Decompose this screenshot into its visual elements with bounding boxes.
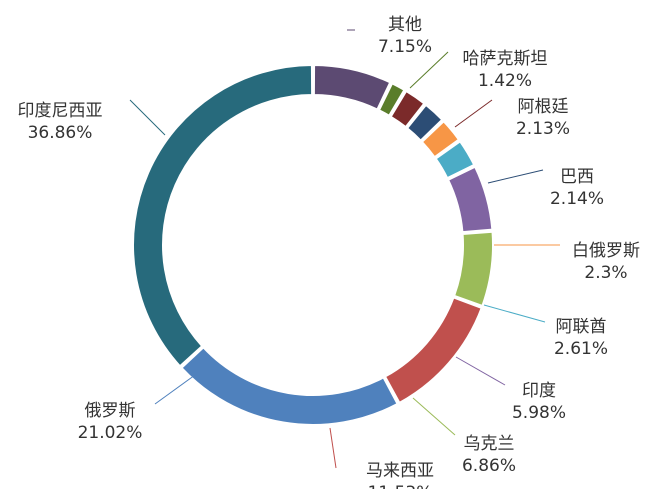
slice-value-label: 2.3% xyxy=(584,263,627,283)
slice-7[interactable] xyxy=(446,165,494,234)
leader-line xyxy=(154,374,196,405)
slice-value-label: 5.98% xyxy=(512,403,566,423)
slice-value-label: 2.14% xyxy=(550,189,604,209)
slice-label: 哈萨克斯坦 xyxy=(463,49,548,69)
slice-value-label: 21.02% xyxy=(78,423,143,443)
slice-11[interactable] xyxy=(132,63,314,368)
slice-label: 印度 xyxy=(522,381,556,401)
leader-line xyxy=(412,397,456,436)
slice-label: 白俄罗斯 xyxy=(572,241,640,261)
slice-9[interactable] xyxy=(383,296,483,405)
slice-label: 印度尼西亚 xyxy=(18,101,103,121)
leader-line xyxy=(454,99,493,128)
slices-group xyxy=(132,63,494,426)
slice-value-label: 1.42% xyxy=(478,71,532,91)
slice-value-label: 6.86% xyxy=(462,456,516,476)
slice-value-label: 2.61% xyxy=(554,339,608,359)
leader-line xyxy=(487,169,544,184)
slice-label: 阿根廷 xyxy=(518,97,569,117)
slice-value-label: 36.86% xyxy=(28,123,93,143)
slice-label: 其他 xyxy=(388,15,422,35)
leader-lines-group xyxy=(129,29,560,469)
slice-value-label: 7.15% xyxy=(378,37,432,57)
slice-10[interactable] xyxy=(180,345,399,426)
leader-line xyxy=(409,51,449,89)
slice-value-label: 11.53% xyxy=(368,483,433,489)
slice-5[interactable] xyxy=(420,119,461,159)
slice-3[interactable] xyxy=(389,89,426,129)
slice-label: 马来西亚 xyxy=(366,461,434,481)
leader-line xyxy=(483,304,546,323)
slice-1[interactable] xyxy=(312,63,392,111)
leader-line xyxy=(329,427,337,469)
slice-label: 巴西 xyxy=(560,167,594,187)
slice-6[interactable] xyxy=(434,139,476,180)
slice-label: 乌克兰 xyxy=(464,434,515,454)
leader-line xyxy=(129,99,166,136)
slice-label: 俄罗斯 xyxy=(85,401,136,421)
slice-2[interactable] xyxy=(377,81,406,118)
slice-8[interactable] xyxy=(452,230,494,308)
slice-4[interactable] xyxy=(405,103,444,142)
slice-value-label: 2.13% xyxy=(516,119,570,139)
slice-label: 阿联酋 xyxy=(556,317,607,337)
leader-line xyxy=(455,356,506,386)
